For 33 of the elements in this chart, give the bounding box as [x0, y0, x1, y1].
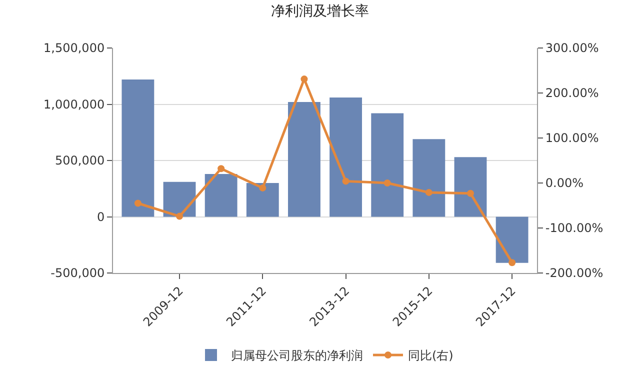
y-tick-label: 500,000	[54, 154, 105, 168]
y-tick-label: 1,500,000	[44, 41, 105, 56]
bar	[454, 157, 487, 217]
bar	[204, 174, 238, 217]
point	[218, 165, 225, 172]
bar	[496, 216, 528, 263]
y2-tick-label: 200.00%	[545, 86, 599, 100]
legend-label: 归属母公司股东的净利润	[231, 348, 363, 363]
point	[176, 212, 184, 220]
point	[384, 180, 391, 186]
point	[508, 259, 516, 266]
y-tick-label: 0	[96, 210, 105, 224]
point	[466, 190, 474, 197]
point	[259, 184, 266, 192]
bar	[122, 80, 154, 217]
bar	[412, 139, 446, 217]
point	[300, 76, 308, 83]
y-tick-label: -500,000	[50, 266, 105, 280]
point	[134, 200, 142, 207]
point	[425, 188, 432, 196]
bar	[246, 183, 279, 217]
chart-title: 净利润及增长率	[271, 4, 369, 20]
bar	[288, 102, 320, 217]
y2-tick-label: 0.00%	[545, 176, 584, 190]
y-tick-label: 1,000,000	[44, 97, 105, 112]
y2-tick-label: 100.00%	[545, 131, 599, 146]
y2-tick-label: -100.00%	[545, 221, 604, 236]
y2-tick-label: 300.00%	[545, 41, 599, 56]
y2-tick-label: -200.00%	[545, 266, 604, 280]
point	[342, 178, 350, 185]
bar	[371, 113, 404, 217]
legend-label: 同比(右)	[408, 348, 454, 363]
bar	[330, 98, 362, 217]
